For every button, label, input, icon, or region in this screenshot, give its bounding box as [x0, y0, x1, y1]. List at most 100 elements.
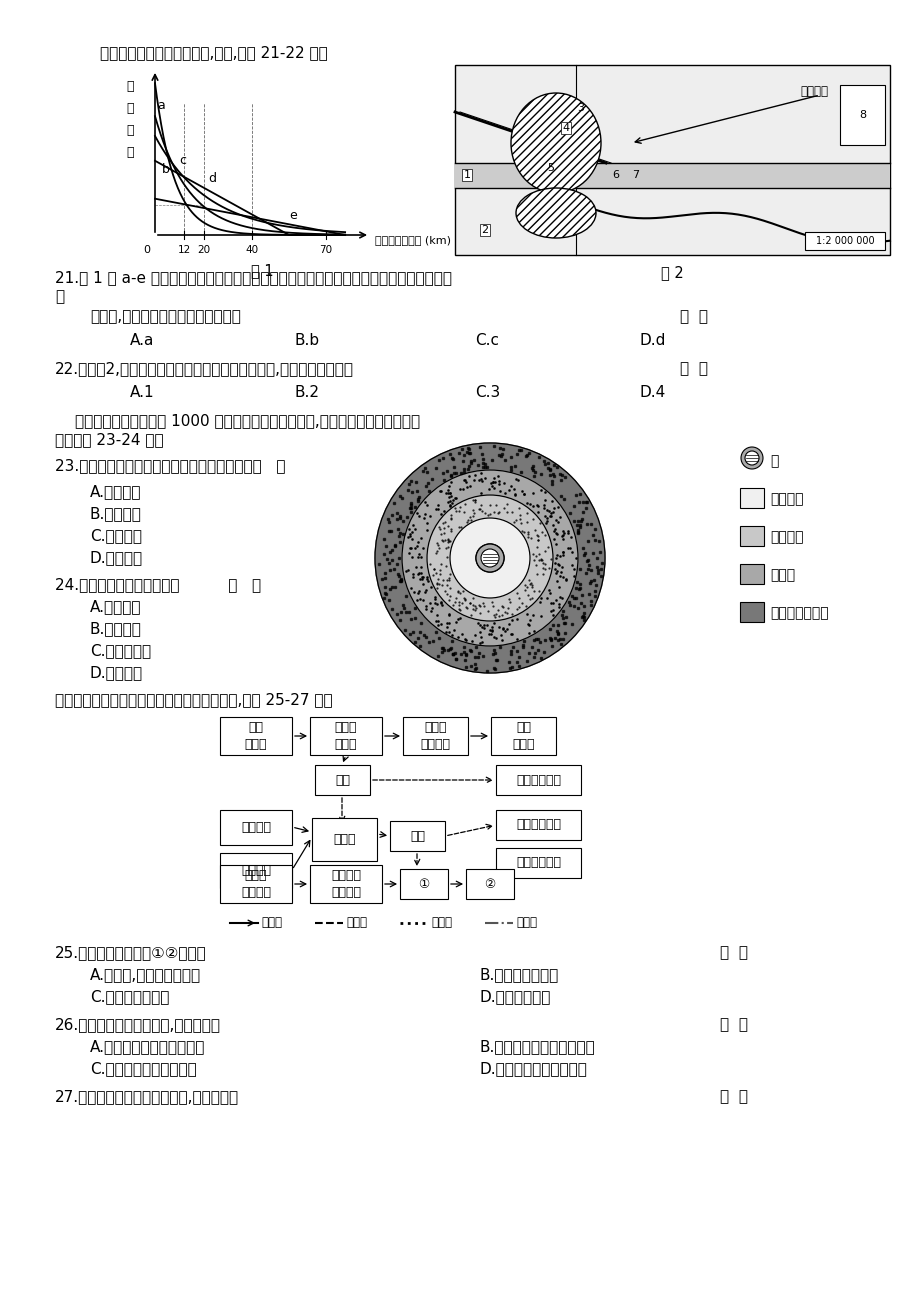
Text: A.1: A.1: [130, 385, 154, 400]
Text: 热电厂: 热电厂: [333, 833, 356, 846]
Circle shape: [475, 544, 504, 572]
Bar: [739, 602, 763, 622]
Text: 处理设施: 处理设施: [331, 870, 360, 883]
Text: （  ）: （ ）: [679, 361, 708, 376]
Bar: [220, 810, 291, 845]
Text: 2: 2: [481, 225, 488, 234]
Text: ②: ②: [483, 878, 495, 891]
Text: 5: 5: [547, 163, 554, 173]
Bar: [390, 822, 445, 852]
Text: B.滥垦耕地: B.滥垦耕地: [90, 506, 142, 521]
Text: 租: 租: [126, 102, 133, 115]
Text: 据此回答 23-24 题。: 据此回答 23-24 题。: [55, 432, 164, 447]
Text: C.最终产出绿色环保电能: C.最终产出绿色环保电能: [90, 1061, 197, 1075]
Text: 平: 平: [126, 146, 133, 159]
Text: 图 2: 图 2: [661, 266, 683, 280]
Text: 城镇集中供热: 城镇集中供热: [516, 857, 561, 870]
Text: 21.图 1 中 a-e 表示小麦种植、花卉与乳牛业、工业、商业、住宅用地的付租能力随距离递: 21.图 1 中 a-e 表示小麦种植、花卉与乳牛业、工业、商业、住宅用地的付租…: [55, 270, 451, 285]
Text: 供电: 供电: [335, 773, 349, 786]
Text: 光亮表面: 光亮表面: [769, 492, 802, 506]
Text: 井: 井: [769, 454, 777, 467]
Text: C.供水、农田灌溉: C.供水、农田灌溉: [90, 990, 169, 1004]
Text: 高效农业大棚: 高效农业大棚: [516, 773, 561, 786]
Text: C.滥伐森林: C.滥伐森林: [90, 529, 142, 543]
Text: 26.关于此发展模式的叙述,不正确的是: 26.关于此发展模式的叙述,不正确的是: [55, 1017, 221, 1032]
Bar: [314, 766, 369, 796]
Text: 城市污水: 城市污水: [241, 885, 271, 898]
Circle shape: [375, 443, 605, 673]
Text: 6: 6: [612, 171, 618, 180]
Text: B.江南丘陵: B.江南丘陵: [90, 621, 142, 635]
Text: b: b: [162, 163, 170, 176]
Text: B.供气、及化气站: B.供气、及化气站: [480, 967, 559, 982]
Circle shape: [481, 549, 498, 566]
Text: 图 1: 图 1: [251, 263, 274, 279]
Text: 地: 地: [126, 79, 133, 92]
Bar: [495, 810, 581, 840]
Text: 处理厂: 处理厂: [244, 870, 267, 883]
Text: 草本植被及灌木: 草本植被及灌木: [769, 605, 828, 620]
Text: 供电线: 供电线: [346, 917, 367, 930]
Text: （  ）: （ ）: [720, 945, 747, 960]
Text: A.a: A.a: [130, 333, 154, 348]
Text: A.滥采矿产: A.滥采矿产: [90, 484, 142, 499]
Text: 污水浓度: 污水浓度: [331, 885, 360, 898]
Text: 多晶硅: 多晶硅: [335, 737, 357, 750]
Circle shape: [402, 470, 577, 646]
Text: D.钢材、轧钢厂: D.钢材、轧钢厂: [480, 990, 550, 1004]
Bar: [739, 526, 763, 546]
Text: 供热: 供热: [410, 829, 425, 842]
Circle shape: [475, 544, 504, 572]
Bar: [739, 488, 763, 508]
Text: 4: 4: [562, 122, 569, 133]
Text: D.d: D.d: [640, 333, 665, 348]
Text: 主导风向: 主导风向: [800, 85, 827, 98]
Text: C.3: C.3: [474, 385, 500, 400]
Text: 25.产业链模式图中的①②分别为: 25.产业链模式图中的①②分别为: [55, 945, 207, 960]
Bar: [491, 717, 555, 755]
Text: 1: 1: [463, 171, 470, 180]
Text: 供热线: 供热线: [430, 917, 451, 930]
Text: 70: 70: [319, 245, 332, 255]
Text: ①: ①: [418, 878, 429, 891]
Text: 23.最可能形成该地这种生态特征的人类活动是（   ）: 23.最可能形成该地这种生态特征的人类活动是（ ）: [55, 458, 285, 473]
Text: D.过度放牧: D.过度放牧: [90, 549, 143, 565]
Text: 生产厂: 生产厂: [335, 721, 357, 734]
Text: 水: 水: [126, 124, 133, 137]
Bar: [310, 865, 381, 904]
Bar: [804, 232, 884, 250]
Text: A.粉煤灰,新型建筑材料厂: A.粉煤灰,新型建筑材料厂: [90, 967, 201, 982]
Text: C.c: C.c: [474, 333, 498, 348]
Circle shape: [744, 450, 758, 465]
Text: 0: 0: [142, 245, 150, 255]
Text: 稀疏杂草: 稀疏杂草: [769, 530, 802, 544]
Bar: [310, 717, 381, 755]
Bar: [312, 818, 377, 861]
Bar: [495, 766, 581, 796]
Text: C.内蒙古高原: C.内蒙古高原: [90, 643, 151, 658]
Text: B.b: B.b: [295, 333, 320, 348]
Text: 硅矿: 硅矿: [248, 721, 263, 734]
Text: 的情况,与花卉对应的付租能力曲线是: 的情况,与花卉对应的付租能力曲线是: [90, 309, 241, 324]
Text: D.4: D.4: [640, 385, 665, 400]
Bar: [495, 848, 581, 878]
Bar: [220, 717, 291, 755]
Text: c: c: [179, 154, 187, 167]
Circle shape: [426, 495, 552, 621]
Text: 太阳能电: 太阳能电: [420, 737, 450, 750]
Ellipse shape: [510, 92, 600, 193]
Text: 减: 减: [55, 289, 64, 303]
Text: 1:2 000 000: 1:2 000 000: [815, 236, 873, 246]
Text: （  ）: （ ）: [679, 309, 708, 324]
Text: 露天煤矿: 露天煤矿: [241, 822, 271, 835]
Bar: [220, 853, 291, 888]
Text: B.2: B.2: [295, 385, 320, 400]
Bar: [400, 868, 448, 898]
Text: 22.根据图2,综合考虑交通、环保和付租能力等因素,化工厂应当布局在: 22.根据图2,综合考虑交通、环保和付租能力等因素,化工厂应当布局在: [55, 361, 354, 376]
Text: 24.该生态现象最可能出现在          （   ）: 24.该生态现象最可能出现在 （ ）: [55, 577, 261, 592]
Text: 供水线: 供水线: [516, 917, 537, 930]
Text: 27.关于此产业链各环节的叙述,不正确的是: 27.关于此产业链各环节的叙述,不正确的是: [55, 1088, 239, 1104]
Bar: [455, 163, 889, 187]
Text: 利用太: 利用太: [512, 737, 534, 750]
Text: 读内蒙古山路煤炭集团光伏发电产业链模式图,回答 25-27 题。: 读内蒙古山路煤炭集团光伏发电产业链模式图,回答 25-27 题。: [55, 691, 333, 707]
